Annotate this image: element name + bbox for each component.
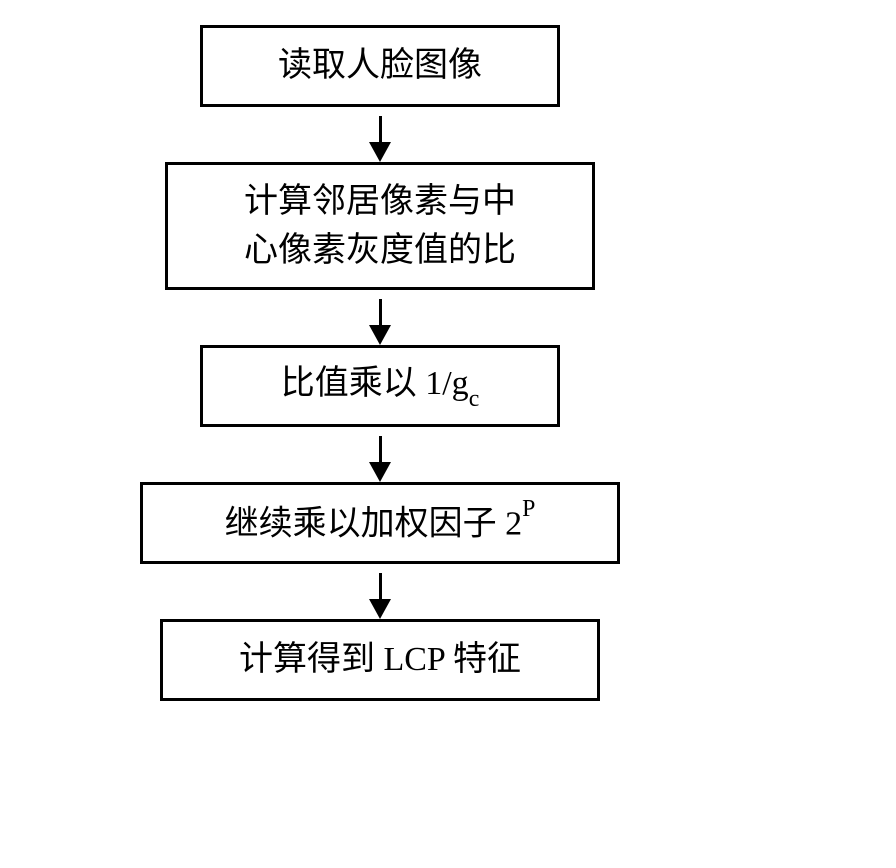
flow-node-2-text: 计算邻居像素与中 心像素灰度值的比 (244, 177, 516, 276)
flow-node-4-text: 继续乘以加权因子 2P (225, 498, 536, 549)
arrow-head-icon (369, 462, 391, 482)
flow-node-2-line1: 计算邻居像素与中 (244, 183, 516, 220)
flow-node-4: 继续乘以加权因子 2P (140, 482, 620, 564)
arrow-head-icon (369, 599, 391, 619)
flow-node-3-text: 比值乘以 1/gc (281, 359, 480, 412)
flow-node-2-line2: 心像素灰度值的比 (244, 232, 516, 269)
flow-node-3-sub: c (469, 386, 480, 412)
flow-node-3-prefix: 比值乘以 1/g (281, 365, 469, 402)
flow-node-5-text: 计算得到 LCP 特征 (239, 635, 521, 684)
flow-node-4-sup: P (522, 496, 535, 522)
flow-node-4-prefix: 继续乘以加权因子 2 (225, 505, 523, 542)
flow-node-1: 读取人脸图像 (200, 25, 560, 107)
flow-node-3: 比值乘以 1/gc (200, 345, 560, 427)
arrow-head-icon (369, 142, 391, 162)
arrow-3-4 (120, 427, 640, 482)
flowchart-container: 读取人脸图像 计算邻居像素与中 心像素灰度值的比 比值乘以 1/gc 继续乘以加… (120, 25, 640, 701)
flow-node-1-text: 读取人脸图像 (278, 41, 482, 90)
arrow-2-3 (120, 290, 640, 345)
arrow-1-2 (120, 107, 640, 162)
arrow-4-5 (120, 564, 640, 619)
flow-node-5: 计算得到 LCP 特征 (160, 619, 600, 701)
flow-node-2: 计算邻居像素与中 心像素灰度值的比 (165, 162, 595, 290)
arrow-head-icon (369, 325, 391, 345)
